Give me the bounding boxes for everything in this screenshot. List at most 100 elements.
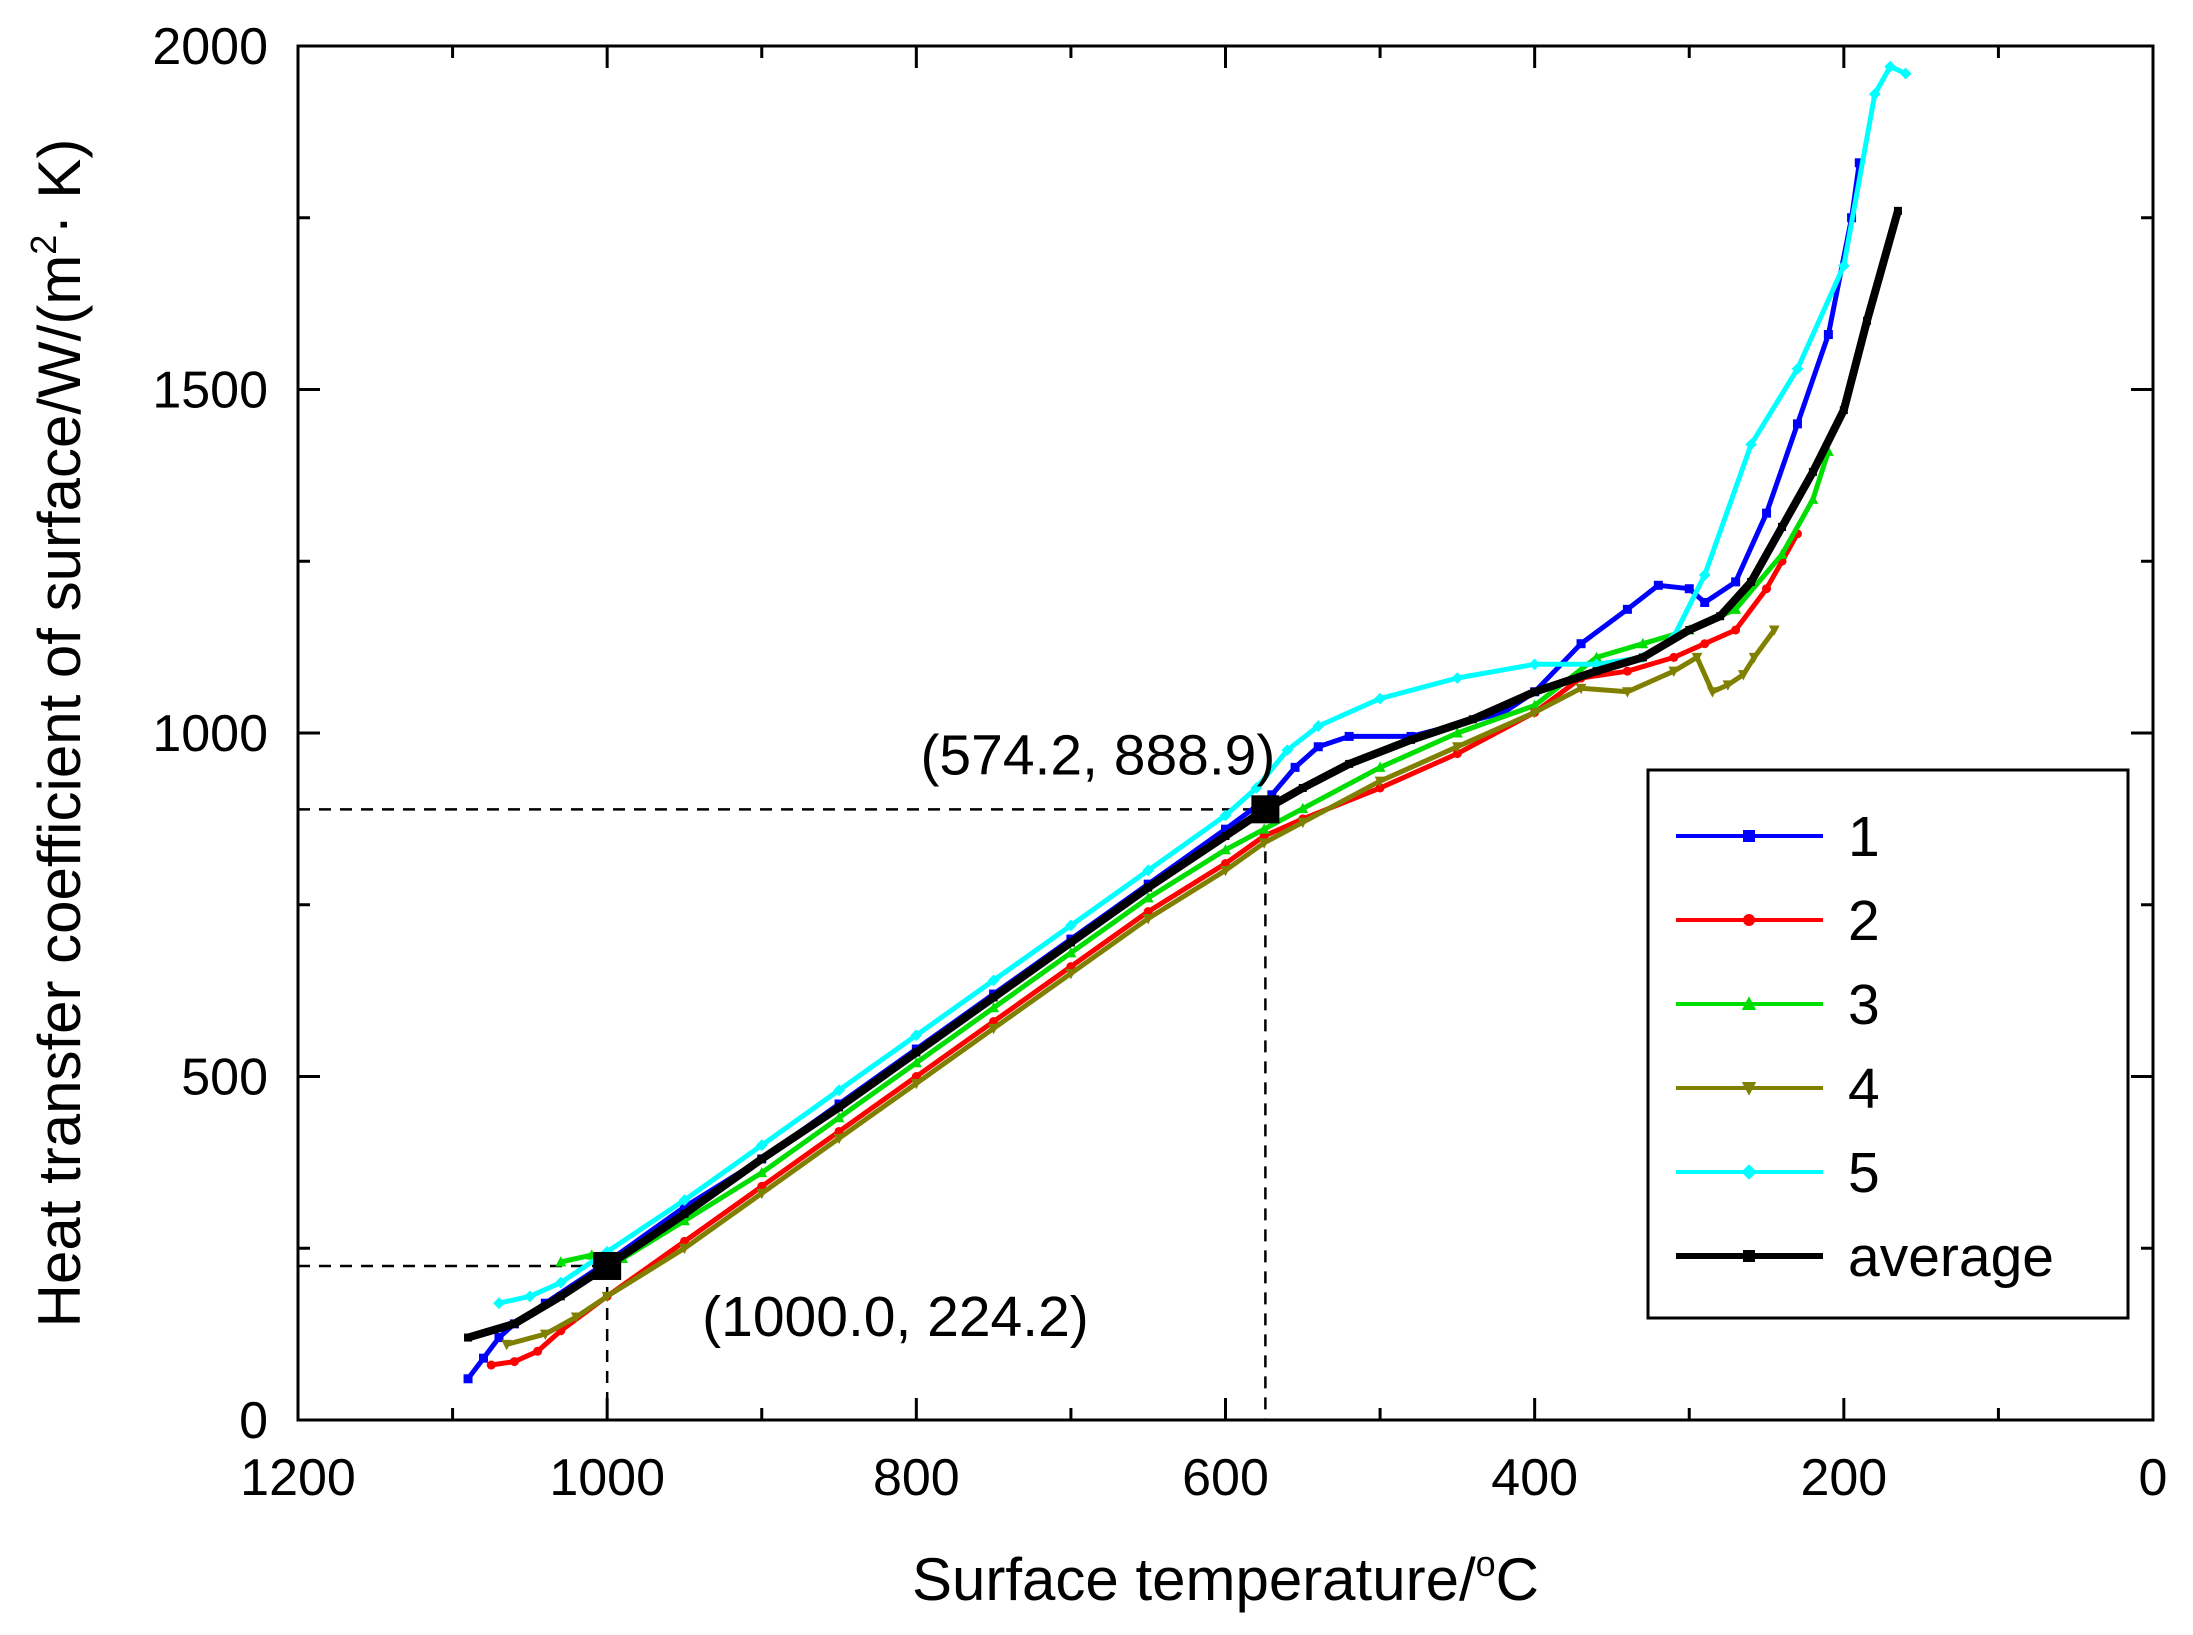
data-point-1	[1622, 604, 1632, 614]
legend-swatch-marker	[1743, 830, 1755, 842]
data-point-5	[1868, 88, 1881, 100]
series-layer	[463, 60, 1912, 1384]
data-point-average	[1778, 522, 1786, 531]
legend-item-1: 1	[1676, 805, 1880, 869]
data-point-2	[1669, 652, 1679, 662]
data-point-4	[1374, 776, 1386, 787]
legend-item-average: average	[1676, 1225, 2054, 1289]
data-point-average	[757, 1154, 766, 1163]
data-point-1	[1792, 419, 1802, 429]
data-point-5	[910, 1029, 923, 1042]
data-point-2	[1452, 749, 1462, 759]
data-point-2	[486, 1360, 496, 1370]
annotation-marker	[593, 1251, 622, 1280]
data-point-3	[756, 1166, 768, 1178]
data-point-5	[833, 1084, 845, 1097]
legend-label: 2	[1848, 889, 1880, 953]
x-tick-label: 400	[1491, 1449, 1578, 1507]
legend-label: average	[1848, 1225, 2054, 1289]
data-point-2	[1731, 625, 1741, 635]
data-point-average	[464, 1333, 473, 1342]
data-point-3	[1142, 892, 1154, 903]
data-point-1	[1576, 639, 1586, 649]
plot-frame	[296, 44, 2155, 1422]
data-point-5	[1884, 60, 1897, 73]
data-point-3	[988, 1001, 1000, 1013]
x-tick-label: 1000	[549, 1449, 665, 1507]
data-point-5	[493, 1297, 505, 1310]
legend-item-4: 4	[1676, 1057, 1880, 1121]
data-point-5	[1219, 809, 1232, 822]
data-point-average	[1592, 667, 1601, 676]
data-point-2	[1622, 666, 1632, 676]
data-point-average	[1221, 832, 1230, 841]
data-point-average	[1747, 577, 1756, 586]
data-point-5	[1281, 744, 1294, 757]
y-tick-label: 0	[239, 1392, 268, 1450]
data-point-4	[988, 1023, 1000, 1035]
data-point-1	[479, 1353, 488, 1363]
y-tick-label: 2000	[152, 18, 268, 76]
data-point-average	[835, 1103, 844, 1112]
data-point-5	[1142, 864, 1155, 877]
data-point-4	[1451, 742, 1463, 753]
data-point-5	[1590, 658, 1603, 671]
data-point-2	[1259, 831, 1269, 841]
data-point-5	[1698, 569, 1711, 581]
series-line-5	[496, 64, 1909, 1306]
data-point-4	[1622, 687, 1633, 698]
data-point-3	[1258, 823, 1270, 834]
data-point-5	[1528, 658, 1541, 671]
data-point-4	[601, 1291, 613, 1303]
data-point-average	[1066, 938, 1075, 947]
data-point-average	[912, 1048, 921, 1057]
data-point-3	[1776, 548, 1788, 559]
data-point-4	[1258, 838, 1270, 849]
annotation-label-lower: (1000.0, 224.2)	[702, 1285, 1089, 1349]
x-tick-label: 200	[1800, 1449, 1887, 1507]
data-point-4	[1768, 625, 1780, 636]
data-point-average	[1685, 625, 1694, 634]
x-tick-label: 600	[1182, 1449, 1269, 1507]
data-point-average	[1863, 316, 1872, 325]
data-point-average	[1298, 783, 1307, 792]
data-point-5	[1374, 692, 1386, 705]
legend-label: 4	[1848, 1057, 1880, 1121]
y-tick-label: 500	[181, 1049, 268, 1107]
data-point-5	[678, 1194, 691, 1207]
x-axis-title-unit: C	[1496, 1546, 1539, 1613]
data-point-3	[1297, 802, 1309, 814]
data-point-average	[680, 1209, 689, 1218]
y-axis-title-text: Heat transfer coefficient of surface/W/(…	[26, 255, 93, 1328]
data-point-1	[1344, 731, 1354, 741]
data-point-3	[833, 1111, 845, 1123]
data-point-5	[1250, 782, 1263, 794]
annotation-marker	[1251, 795, 1280, 824]
data-point-2	[1762, 584, 1772, 594]
data-point-3	[1807, 493, 1819, 504]
legend: 1 2 3 4 5 average	[1646, 768, 2130, 1320]
data-point-4	[1668, 666, 1680, 678]
series-5	[493, 60, 1912, 1310]
data-point-2	[509, 1357, 519, 1367]
data-point-average	[1839, 406, 1848, 415]
data-point-1	[1762, 508, 1772, 518]
data-point-1	[1653, 580, 1663, 590]
data-point-2	[679, 1236, 689, 1246]
data-point-3	[679, 1214, 690, 1226]
data-point-average	[1893, 206, 1902, 215]
x-axis-title-text: Surface temperature/	[912, 1546, 1476, 1613]
series-4	[501, 625, 1780, 1351]
data-point-3	[910, 1056, 922, 1068]
annotation-markers	[593, 795, 1280, 1280]
data-point-1	[1313, 742, 1323, 752]
data-point-4	[833, 1133, 845, 1145]
data-point-5	[1451, 672, 1464, 684]
data-point-5	[987, 974, 1000, 987]
data-point-5	[524, 1290, 536, 1303]
data-point-3	[1374, 761, 1386, 772]
reference-dashes	[298, 808, 1267, 1420]
data-point-average	[1716, 612, 1725, 621]
